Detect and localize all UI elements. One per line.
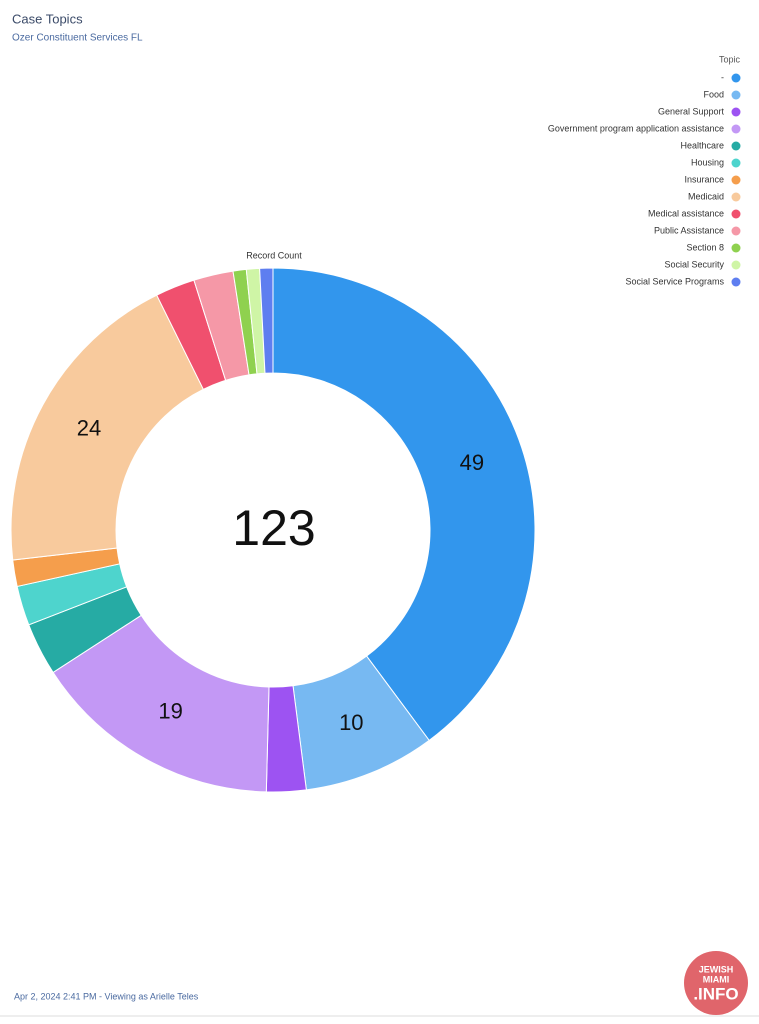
data-label: 24 — [77, 416, 101, 441]
legend-marker — [731, 175, 741, 185]
legend-title: Topic — [719, 54, 741, 64]
legend-marker — [731, 141, 741, 151]
legend-marker — [731, 107, 741, 117]
donut-slice — [272, 267, 536, 742]
legend-label: Section 8 — [686, 242, 724, 252]
legend-marker — [731, 124, 741, 134]
watermark-badge — [684, 951, 748, 1015]
legend-label: Medical assistance — [648, 208, 724, 218]
total-value: 123 — [232, 500, 315, 556]
data-label: 10 — [339, 710, 363, 735]
legend-marker — [731, 226, 741, 236]
legend-label: Food — [703, 89, 724, 99]
footer: Apr 2, 2024 2:41 PM - Viewing as Arielle… — [14, 991, 199, 1001]
legend-label: Housing — [691, 157, 724, 167]
legend-label: General Support — [658, 106, 725, 116]
data-label: 19 — [158, 699, 182, 724]
watermark-text: .INFO — [693, 984, 738, 1003]
legend-marker — [731, 192, 741, 202]
donut-slice — [10, 294, 205, 561]
legend-label: Social Security — [664, 259, 724, 269]
legend-marker — [731, 243, 741, 253]
chart-title: Case Topics — [12, 11, 83, 26]
watermark-text: JEWISH — [699, 964, 734, 974]
value-title: Record Count — [246, 250, 302, 260]
legend-marker — [731, 90, 741, 100]
chart-subtitle: Ozer Constituent Services FL — [12, 33, 143, 44]
legend-marker — [731, 73, 741, 83]
legend-label: Government program application assistanc… — [548, 123, 724, 133]
legend-marker — [731, 209, 741, 219]
legend-marker — [731, 260, 741, 270]
legend-label: Medicaid — [688, 191, 724, 201]
legend-label: Public Assistance — [654, 225, 724, 235]
legend-label: Insurance — [684, 174, 724, 184]
legend-label: Healthcare — [680, 140, 724, 150]
data-label: 49 — [460, 450, 484, 475]
legend-marker — [731, 158, 741, 168]
donut-slice — [259, 267, 274, 374]
legend-marker — [731, 277, 741, 287]
legend-label: - — [721, 72, 724, 82]
legend-label: Social Service Programs — [625, 276, 724, 286]
watermark-text: MIAMI — [703, 974, 730, 984]
